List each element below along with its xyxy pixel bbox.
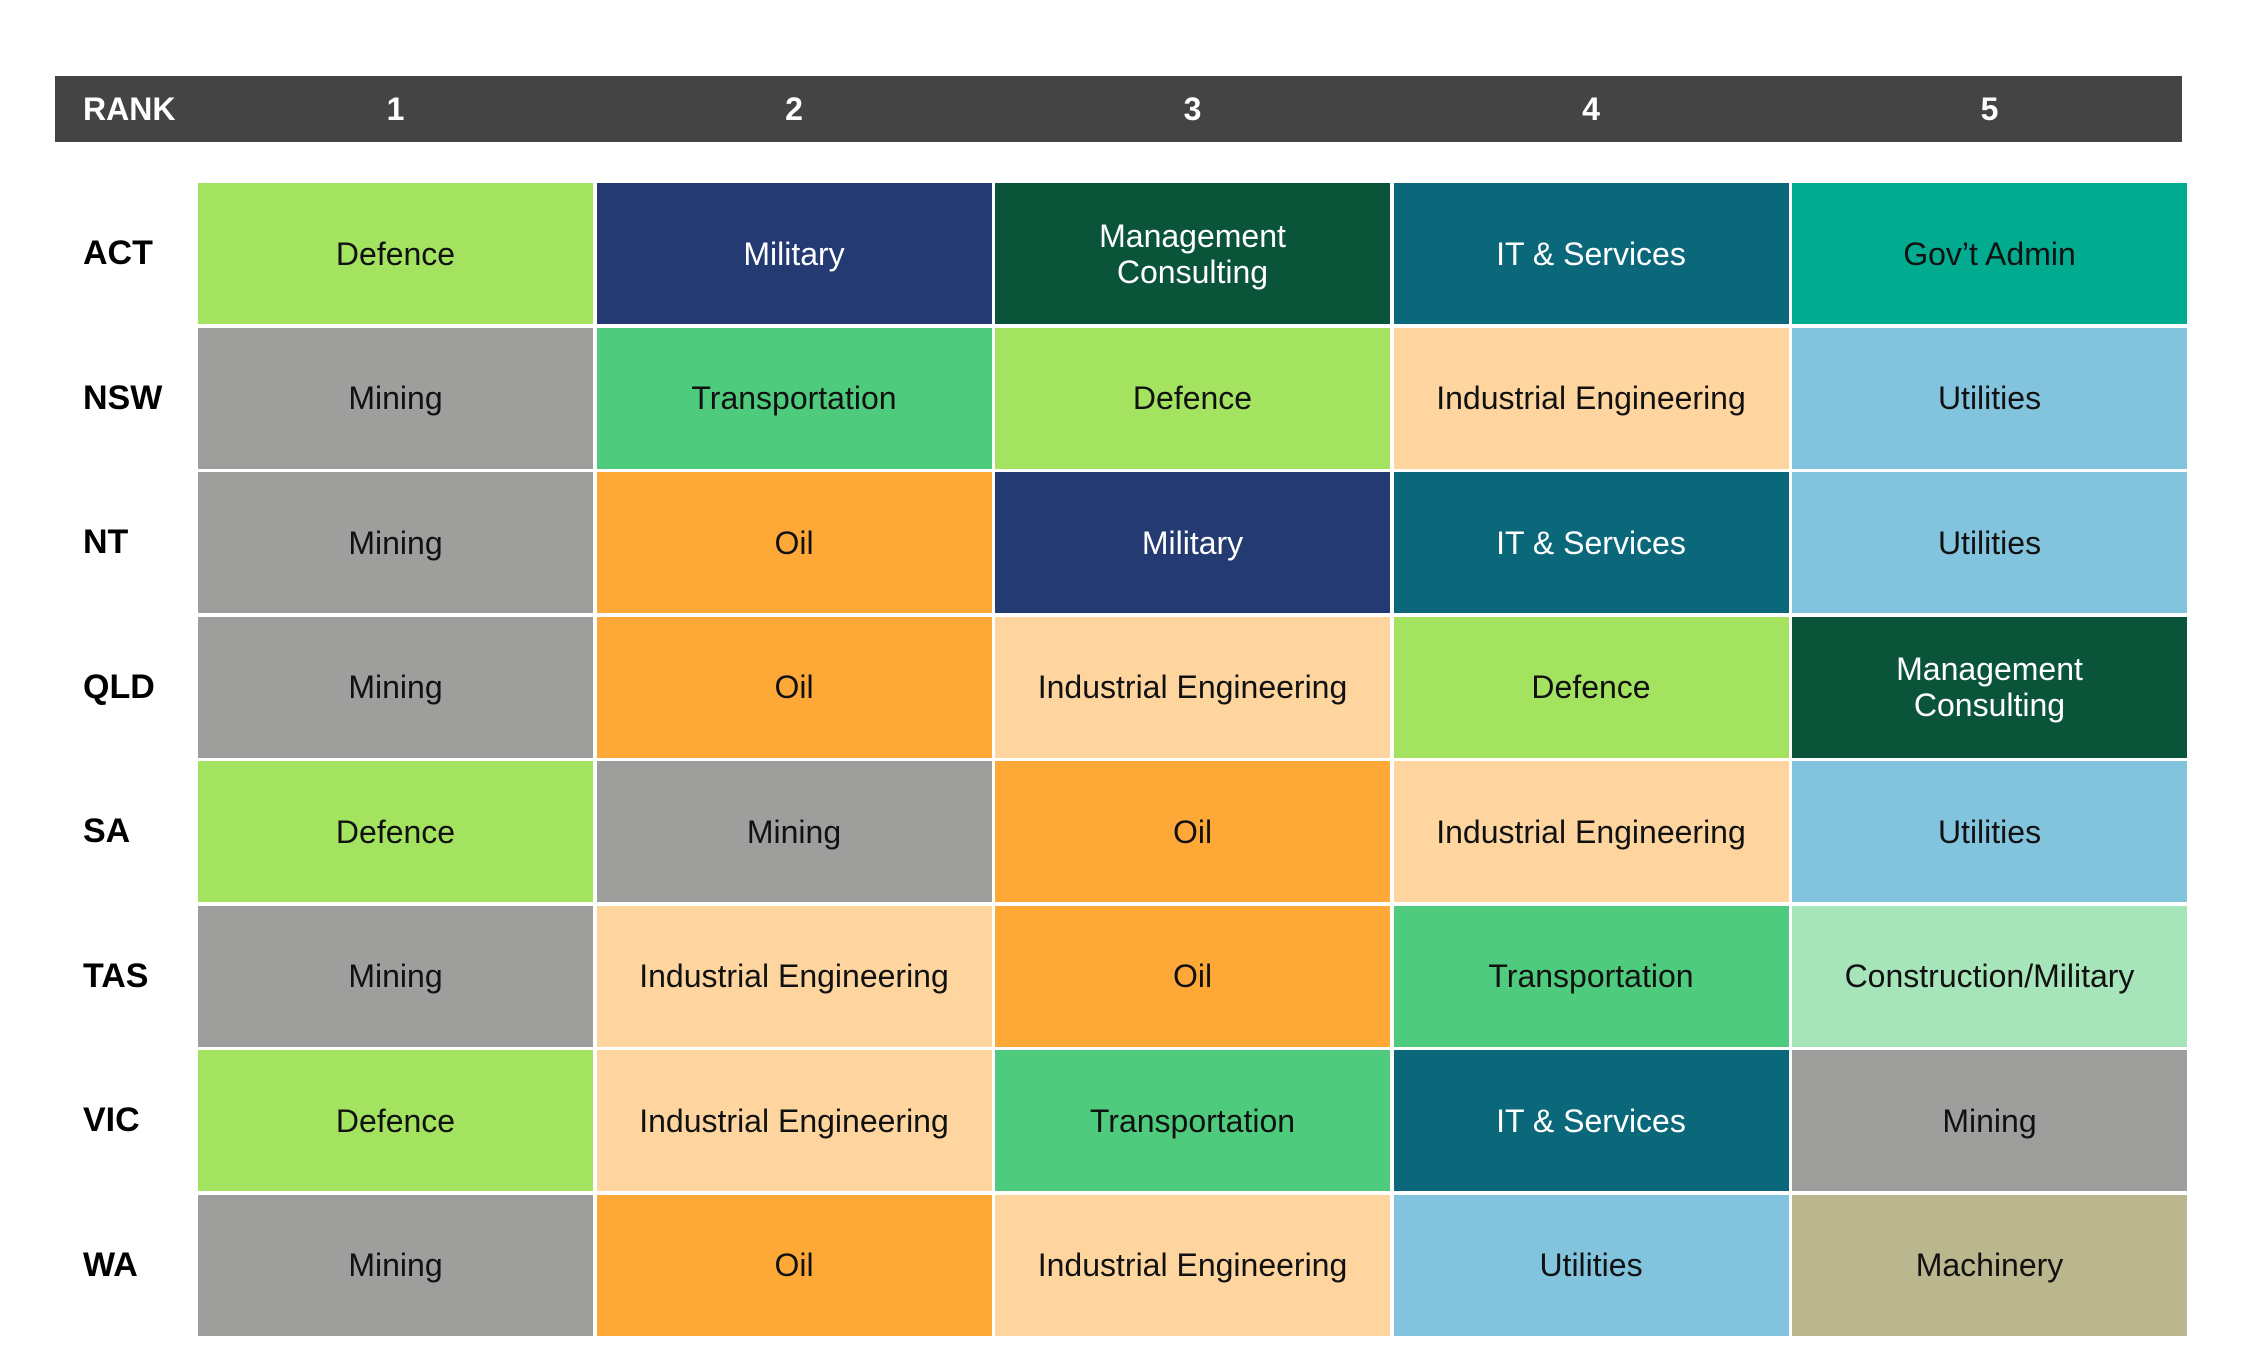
cell-vic-rank-3: Transportation bbox=[995, 1050, 1390, 1191]
cell-act-rank-3: Management Consulting bbox=[995, 183, 1390, 324]
cell-act-rank-5: Gov’t Admin bbox=[1792, 183, 2187, 324]
row-label-wa: WA bbox=[83, 1245, 138, 1284]
cell-sa-rank-5: Utilities bbox=[1792, 761, 2187, 902]
rank-column-header-1: 1 bbox=[386, 91, 405, 127]
cell-wa-rank-4: Utilities bbox=[1393, 1194, 1789, 1336]
cell-sa-rank-3: Oil bbox=[995, 761, 1390, 902]
cell-wa-rank-1: Mining bbox=[198, 1194, 593, 1336]
cell-vic-rank-4: IT & Services bbox=[1393, 1050, 1789, 1191]
row-label-nsw: NSW bbox=[83, 378, 163, 417]
cell-vic-rank-1: Defence bbox=[198, 1050, 593, 1191]
cell-wa-rank-2: Oil bbox=[596, 1194, 992, 1336]
rank-column-header-5: 5 bbox=[1980, 91, 1999, 127]
cell-nsw-rank-1: Mining bbox=[198, 327, 593, 469]
row-label-nt: NT bbox=[83, 523, 129, 561]
cell-sa-rank-2: Mining bbox=[596, 761, 992, 902]
rank-header-label: RANK bbox=[83, 91, 176, 127]
cell-tas-rank-4: Transportation bbox=[1393, 905, 1789, 1047]
cell-nsw-rank-2: Transportation bbox=[596, 327, 992, 469]
cell-qld-rank-4: Defence bbox=[1393, 616, 1789, 758]
cell-vic-rank-2: Industrial Engineering bbox=[596, 1050, 992, 1191]
row-label-qld: QLD bbox=[83, 667, 155, 706]
cell-nsw-rank-4: Industrial Engineering bbox=[1393, 327, 1789, 469]
cell-nsw-rank-3: Defence bbox=[995, 327, 1390, 469]
row-label-sa: SA bbox=[83, 812, 131, 850]
cell-tas-rank-5: Construction/Military bbox=[1792, 905, 2187, 1047]
cell-nt-rank-4: IT & Services bbox=[1393, 472, 1789, 613]
rank-column-header-4: 4 bbox=[1582, 91, 1600, 127]
cell-wa-rank-3: Industrial Engineering bbox=[995, 1194, 1390, 1336]
cell-nt-rank-5: Utilities bbox=[1792, 472, 2187, 613]
cell-qld-rank-1: Mining bbox=[198, 616, 593, 758]
cell-vic-rank-5: Mining bbox=[1792, 1050, 2187, 1191]
rank-column-header-3: 3 bbox=[1183, 91, 1202, 127]
cell-tas-rank-3: Oil bbox=[995, 905, 1390, 1047]
cell-tas-rank-2: Industrial Engineering bbox=[596, 905, 992, 1047]
cell-nsw-rank-5: Utilities bbox=[1792, 327, 2187, 469]
cell-wa-rank-5: Machinery bbox=[1792, 1194, 2187, 1336]
cell-qld-rank-5: Management Consulting bbox=[1792, 616, 2187, 758]
cell-nt-rank-2: Oil bbox=[596, 472, 992, 613]
cell-tas-rank-1: Mining bbox=[198, 905, 593, 1047]
cell-qld-rank-3: Industrial Engineering bbox=[995, 616, 1390, 758]
row-label-act: ACT bbox=[83, 234, 153, 272]
cell-nt-rank-1: Mining bbox=[198, 472, 593, 613]
cell-act-rank-2: Military bbox=[596, 183, 992, 324]
row-label-vic: VIC bbox=[83, 1101, 140, 1139]
cell-sa-rank-1: Defence bbox=[198, 761, 593, 902]
rank-column-header-2: 2 bbox=[785, 91, 803, 127]
rank-header-bar: RANK 1 2 3 4 5 bbox=[55, 76, 2182, 142]
cell-nt-rank-3: Military bbox=[995, 472, 1390, 613]
cell-act-rank-4: IT & Services bbox=[1393, 183, 1789, 324]
cell-qld-rank-2: Oil bbox=[596, 616, 992, 758]
cell-act-rank-1: Defence bbox=[198, 183, 593, 324]
row-label-tas: TAS bbox=[83, 956, 149, 995]
cell-sa-rank-4: Industrial Engineering bbox=[1393, 761, 1789, 902]
